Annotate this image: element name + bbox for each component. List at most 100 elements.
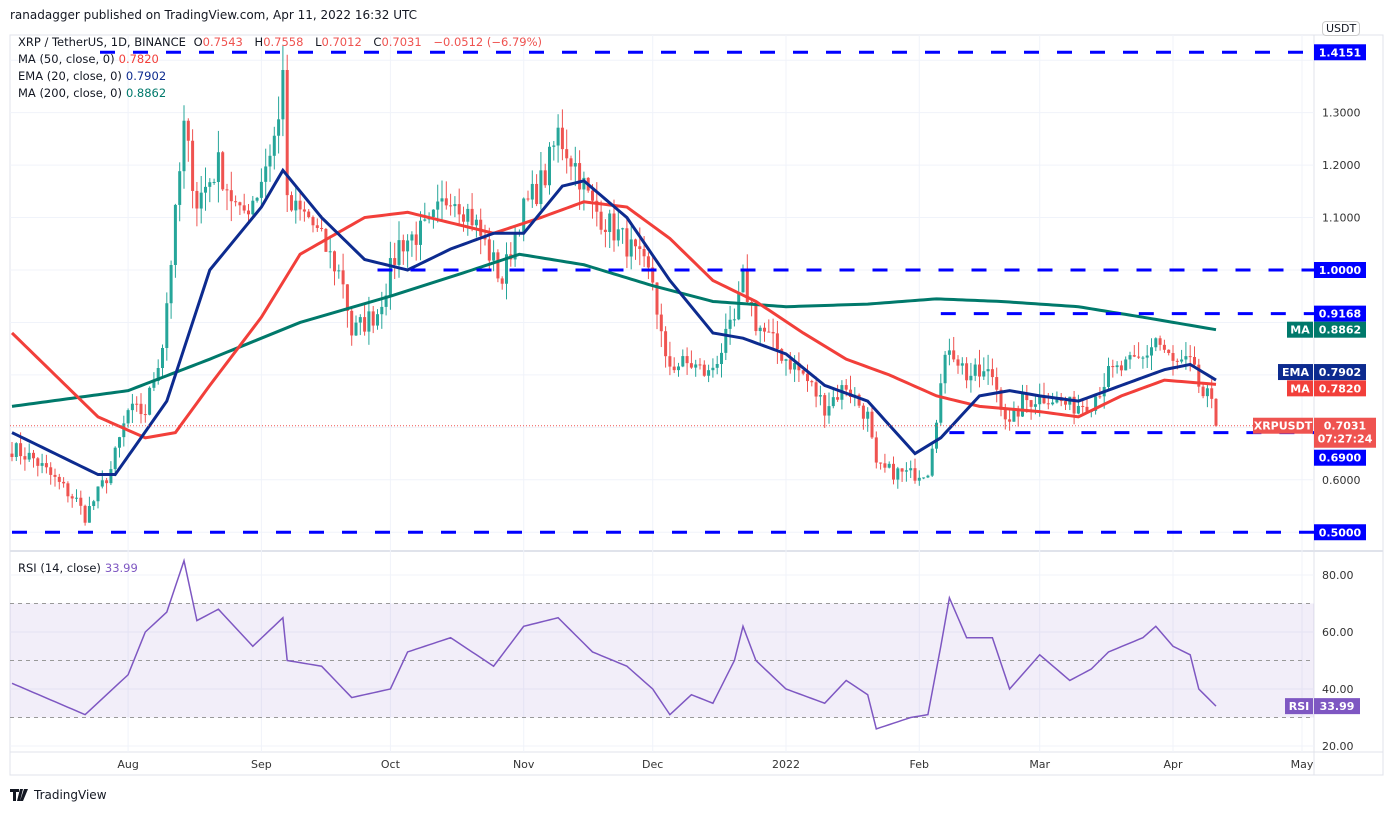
candle-up [96,486,100,502]
candle-down [83,505,87,523]
time-tick-label: Apr [1163,758,1183,771]
candle-down [414,234,418,245]
time-tick-label: 2022 [772,758,800,771]
candle-down [496,252,500,279]
candle-down [767,331,771,333]
candle-down [578,163,582,190]
symbol-title[interactable]: XRP / TetherUS, 1D, BINANCE [18,35,186,49]
rsi-name-tag [1285,698,1313,715]
candle-up [1184,356,1188,360]
candle-down [225,189,229,191]
symbol-legend: XRP / TetherUS, 1D, BINANCE O0.7543 H0.7… [18,35,546,49]
candle-up [741,269,745,293]
candle-up [505,254,508,284]
candle-down [689,363,693,368]
candle-down [457,204,461,215]
candle-down [655,282,659,315]
candle-up [118,437,121,448]
time-tick-label: Feb [910,758,929,771]
candle-up [793,363,797,370]
candle-up [354,322,358,336]
candle-down [651,267,655,283]
candle-up [1021,392,1024,417]
low-value: 0.7012 [321,35,362,49]
candle-down [285,69,289,196]
rsi-name-label: RSI [1289,700,1310,713]
candle-up [677,366,680,371]
level-price-label: 1.0000 [1319,264,1362,277]
rsi-value: 33.99 [104,561,138,575]
time-tick-label: Mar [1029,758,1050,771]
candle-down [879,462,883,464]
candle-down [320,227,324,229]
time-tick-label: Nov [513,758,535,771]
candle-up [358,317,362,323]
candle-down [664,331,668,357]
candle-up [14,443,18,457]
candle-down [393,258,397,265]
footer-brand[interactable]: TradingView [10,788,107,802]
candle-up [436,201,440,210]
ema20-label: EMA (20, close, 0) [18,69,122,83]
candle-up [178,171,182,205]
candle-up [367,311,371,332]
candle-down [1171,353,1175,361]
candle-up [904,470,908,472]
candle-up [608,213,612,233]
level-price-label: 1.4151 [1319,46,1361,59]
currency-button[interactable]: USDT [1322,21,1361,36]
candle-up [582,177,586,190]
countdown-label: 07:27:24 [1318,433,1373,446]
candle-up [384,295,388,307]
candle-up [208,182,212,187]
candle-down [806,373,809,382]
candle-down [238,202,242,206]
ema20-legend[interactable]: EMA (20, close, 0) 0.7902 [18,69,170,83]
rsi-tick-label: 40.00 [1322,683,1354,696]
candle-down [797,363,801,371]
candle-down [143,414,147,416]
candle-down [1167,349,1171,354]
level-price-tag [1314,262,1366,278]
candle-down [569,158,573,167]
candle-up [922,477,926,479]
rsi-legend[interactable]: RSI (14, close) 33.99 [18,561,142,575]
candle-up [896,468,900,480]
candle-down [1098,396,1102,398]
level-price-label: 0.9168 [1319,308,1361,321]
candle-down [952,350,956,360]
candle-down [10,453,14,457]
ma50-legend[interactable]: MA (50, close, 0) 0.7820 [18,52,163,66]
candle-down [642,249,646,257]
candle-up [1033,404,1037,407]
ma200-legend[interactable]: MA (200, close, 0) 0.8862 [18,86,170,100]
candle-down [449,205,453,207]
candle-up [1012,409,1016,422]
candle-up [419,220,422,245]
candle-down [290,195,293,211]
candle-up [758,327,762,332]
candle-up [616,229,620,241]
candle-down [247,210,250,215]
ema20-value: 0.7902 [125,69,167,83]
symbol-tag-label: XRPUSDT [1254,420,1313,433]
close-value: 0.7031 [381,35,422,49]
candle-down [814,382,818,397]
candle-up [466,208,470,222]
candle-down [363,317,367,332]
candle-down [646,256,650,268]
candle-down [307,211,311,218]
candle-up [27,452,31,460]
candle-up [1038,395,1042,405]
candle-down [1072,396,1076,414]
rsi-value-label: 33.99 [1320,700,1355,713]
candle-down [191,140,195,191]
ma-name-label: EMA [1282,366,1309,379]
candle-up [707,370,711,376]
candle-up [1055,397,1059,403]
candle-up [548,146,551,186]
candle-up [1205,388,1209,397]
candle-up [720,352,723,365]
candle-down [625,228,629,257]
